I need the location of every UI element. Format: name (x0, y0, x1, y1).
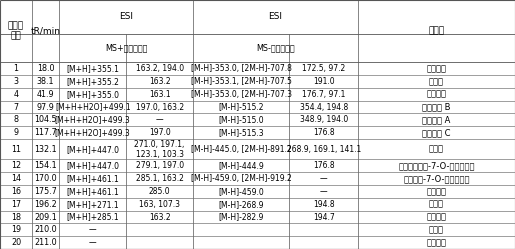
Text: [M-H]-353.0, [2M-H]-707.8: [M-H]-353.0, [2M-H]-707.8 (191, 64, 291, 73)
Text: 11: 11 (11, 145, 21, 154)
Text: 271.0, 197.1,
123.1, 103.3: 271.0, 197.1, 123.1, 103.3 (134, 139, 185, 159)
Text: 汉黄芩素: 汉黄芩素 (426, 213, 447, 222)
Text: [M-H]-353.0, [2M-H]-707.3: [M-H]-353.0, [2M-H]-707.3 (191, 90, 292, 99)
Text: 14: 14 (11, 174, 21, 183)
Text: tR/min: tR/min (30, 27, 61, 36)
Text: ESI: ESI (268, 12, 283, 21)
Text: 38.1: 38.1 (37, 77, 54, 86)
Text: 异绿原酸 C: 异绿原酸 C (422, 128, 451, 137)
Text: [M+H+H2O]+499.3: [M+H+H2O]+499.3 (55, 115, 131, 124)
Text: —: — (89, 238, 96, 247)
Text: 348.9, 194.0: 348.9, 194.0 (300, 115, 348, 124)
Text: 18: 18 (11, 213, 21, 222)
Text: 191.0: 191.0 (313, 77, 334, 86)
Text: —: — (156, 115, 163, 124)
Text: 117.7: 117.7 (34, 128, 57, 137)
Text: [M-H]-515.3: [M-H]-515.3 (218, 128, 264, 137)
Text: [M-H]-459.0: [M-H]-459.0 (218, 187, 264, 196)
Text: 3: 3 (13, 77, 19, 86)
Text: [M-H]-445.0, [2M-H]-891.2: [M-H]-445.0, [2M-H]-891.2 (191, 145, 291, 154)
Text: —: — (320, 174, 328, 183)
Text: [M-H]-268.9: [M-H]-268.9 (218, 200, 264, 209)
Text: [M+H]+355.2: [M+H]+355.2 (66, 77, 119, 86)
Text: 黄芩素: 黄芩素 (429, 200, 444, 209)
Text: 176.8: 176.8 (313, 128, 334, 137)
Text: 163.2: 163.2 (149, 213, 170, 222)
Text: 41.9: 41.9 (37, 90, 55, 99)
Text: 170.0: 170.0 (35, 174, 57, 183)
Text: 196.2: 196.2 (34, 200, 57, 209)
Text: 木蝴蝶素-7-O-葡萄糖醉苷: 木蝴蝶素-7-O-葡萄糖醉苷 (403, 174, 470, 183)
Text: 209.1: 209.1 (34, 213, 57, 222)
Text: [M-H]-444.9: [M-H]-444.9 (218, 161, 264, 170)
Text: 异绿原酸 A: 异绿原酸 A (422, 115, 451, 124)
Text: 172.5, 97.2: 172.5, 97.2 (302, 64, 345, 73)
Text: 绿原酸: 绿原酸 (429, 77, 444, 86)
Text: 163.2: 163.2 (149, 77, 170, 86)
Text: 共有峰
编号: 共有峰 编号 (8, 21, 24, 41)
Text: 176.8: 176.8 (313, 161, 334, 170)
Text: [M+H]+285.1: [M+H]+285.1 (66, 213, 119, 222)
Text: 285.0: 285.0 (149, 187, 170, 196)
Text: [M-H]-515.0: [M-H]-515.0 (218, 115, 264, 124)
Text: ESI: ESI (119, 12, 133, 21)
Text: 7: 7 (13, 103, 19, 112)
Text: 异绿原酸 B: 异绿原酸 B (422, 103, 451, 112)
Text: MS+碎片离子峰: MS+碎片离子峰 (105, 43, 147, 53)
Text: 154.1: 154.1 (35, 161, 57, 170)
Text: [M+H]+447.0: [M+H]+447.0 (66, 161, 119, 170)
Text: 8: 8 (13, 115, 19, 124)
Text: 18.0: 18.0 (37, 64, 54, 73)
Text: —: — (320, 187, 328, 196)
Text: [M-H]-353.1, [2M-H]-707.5: [M-H]-353.1, [2M-H]-707.5 (191, 77, 291, 86)
Text: 4: 4 (13, 90, 19, 99)
Text: 19: 19 (11, 225, 21, 234)
Text: [M+H+H2O]+499.1: [M+H+H2O]+499.1 (55, 103, 130, 112)
Text: 163.1: 163.1 (149, 90, 170, 99)
Text: [M+H]+271.1: [M+H]+271.1 (66, 200, 119, 209)
Text: 去甲汉黄芩素-7-O-葡萄糖醉苷: 去甲汉黄芩素-7-O-葡萄糖醉苷 (398, 161, 475, 170)
Text: [M-H]-459.0, [2M-H]-919.2: [M-H]-459.0, [2M-H]-919.2 (191, 174, 291, 183)
Text: [M+H]+355.0: [M+H]+355.0 (66, 90, 119, 99)
Text: 210.0: 210.0 (35, 225, 57, 234)
Text: 20: 20 (11, 238, 21, 247)
Text: [M-H]-282.9: [M-H]-282.9 (218, 213, 264, 222)
Text: 9: 9 (13, 128, 19, 137)
Text: [M-H]-515.2: [M-H]-515.2 (218, 103, 264, 112)
Text: [M+H]+355.1: [M+H]+355.1 (66, 64, 119, 73)
Text: 354.4, 194.8: 354.4, 194.8 (300, 103, 348, 112)
Text: 16: 16 (11, 187, 21, 196)
Text: [M+H+H2O]+499.3: [M+H+H2O]+499.3 (55, 128, 131, 137)
Text: 176.7, 97.1: 176.7, 97.1 (302, 90, 346, 99)
Text: 隐绿原酸: 隐绿原酸 (426, 90, 447, 99)
Text: 194.8: 194.8 (313, 200, 334, 209)
Text: 1: 1 (13, 64, 19, 73)
Text: [M+H]+461.1: [M+H]+461.1 (66, 187, 119, 196)
Text: 新绿原酸: 新绿原酸 (426, 64, 447, 73)
Text: 197.0: 197.0 (149, 128, 170, 137)
Text: 104.5: 104.5 (35, 115, 57, 124)
Text: 175.7: 175.7 (34, 187, 57, 196)
Text: [M+H]+461.1: [M+H]+461.1 (66, 174, 119, 183)
Text: 汉黄芩苷: 汉黄芩苷 (426, 187, 447, 196)
Text: 97.9: 97.9 (37, 103, 55, 112)
Text: 211.0: 211.0 (35, 238, 57, 247)
Text: 132.1: 132.1 (35, 145, 57, 154)
Text: [M+H]+447.0: [M+H]+447.0 (66, 145, 119, 154)
Text: 12: 12 (11, 161, 21, 170)
Text: 白杨素: 白杨素 (429, 225, 444, 234)
Text: 268.9, 169.1, 141.1: 268.9, 169.1, 141.1 (286, 145, 361, 154)
Text: 黄芩苷: 黄芩苷 (429, 145, 444, 154)
Text: 285.1, 163.2: 285.1, 163.2 (136, 174, 183, 183)
Text: 化合物: 化合物 (428, 27, 444, 36)
Text: 千层纸素: 千层纸素 (426, 238, 447, 247)
Text: 163.2, 194.0: 163.2, 194.0 (135, 64, 184, 73)
Text: 163, 107.3: 163, 107.3 (139, 200, 180, 209)
Text: 194.7: 194.7 (313, 213, 335, 222)
Text: 197.0, 163.2: 197.0, 163.2 (135, 103, 184, 112)
Text: MS-碎片离子峰: MS-碎片离子峰 (256, 43, 295, 53)
Text: 17: 17 (11, 200, 21, 209)
Text: —: — (89, 225, 96, 234)
Text: 279.1, 197.0: 279.1, 197.0 (135, 161, 184, 170)
